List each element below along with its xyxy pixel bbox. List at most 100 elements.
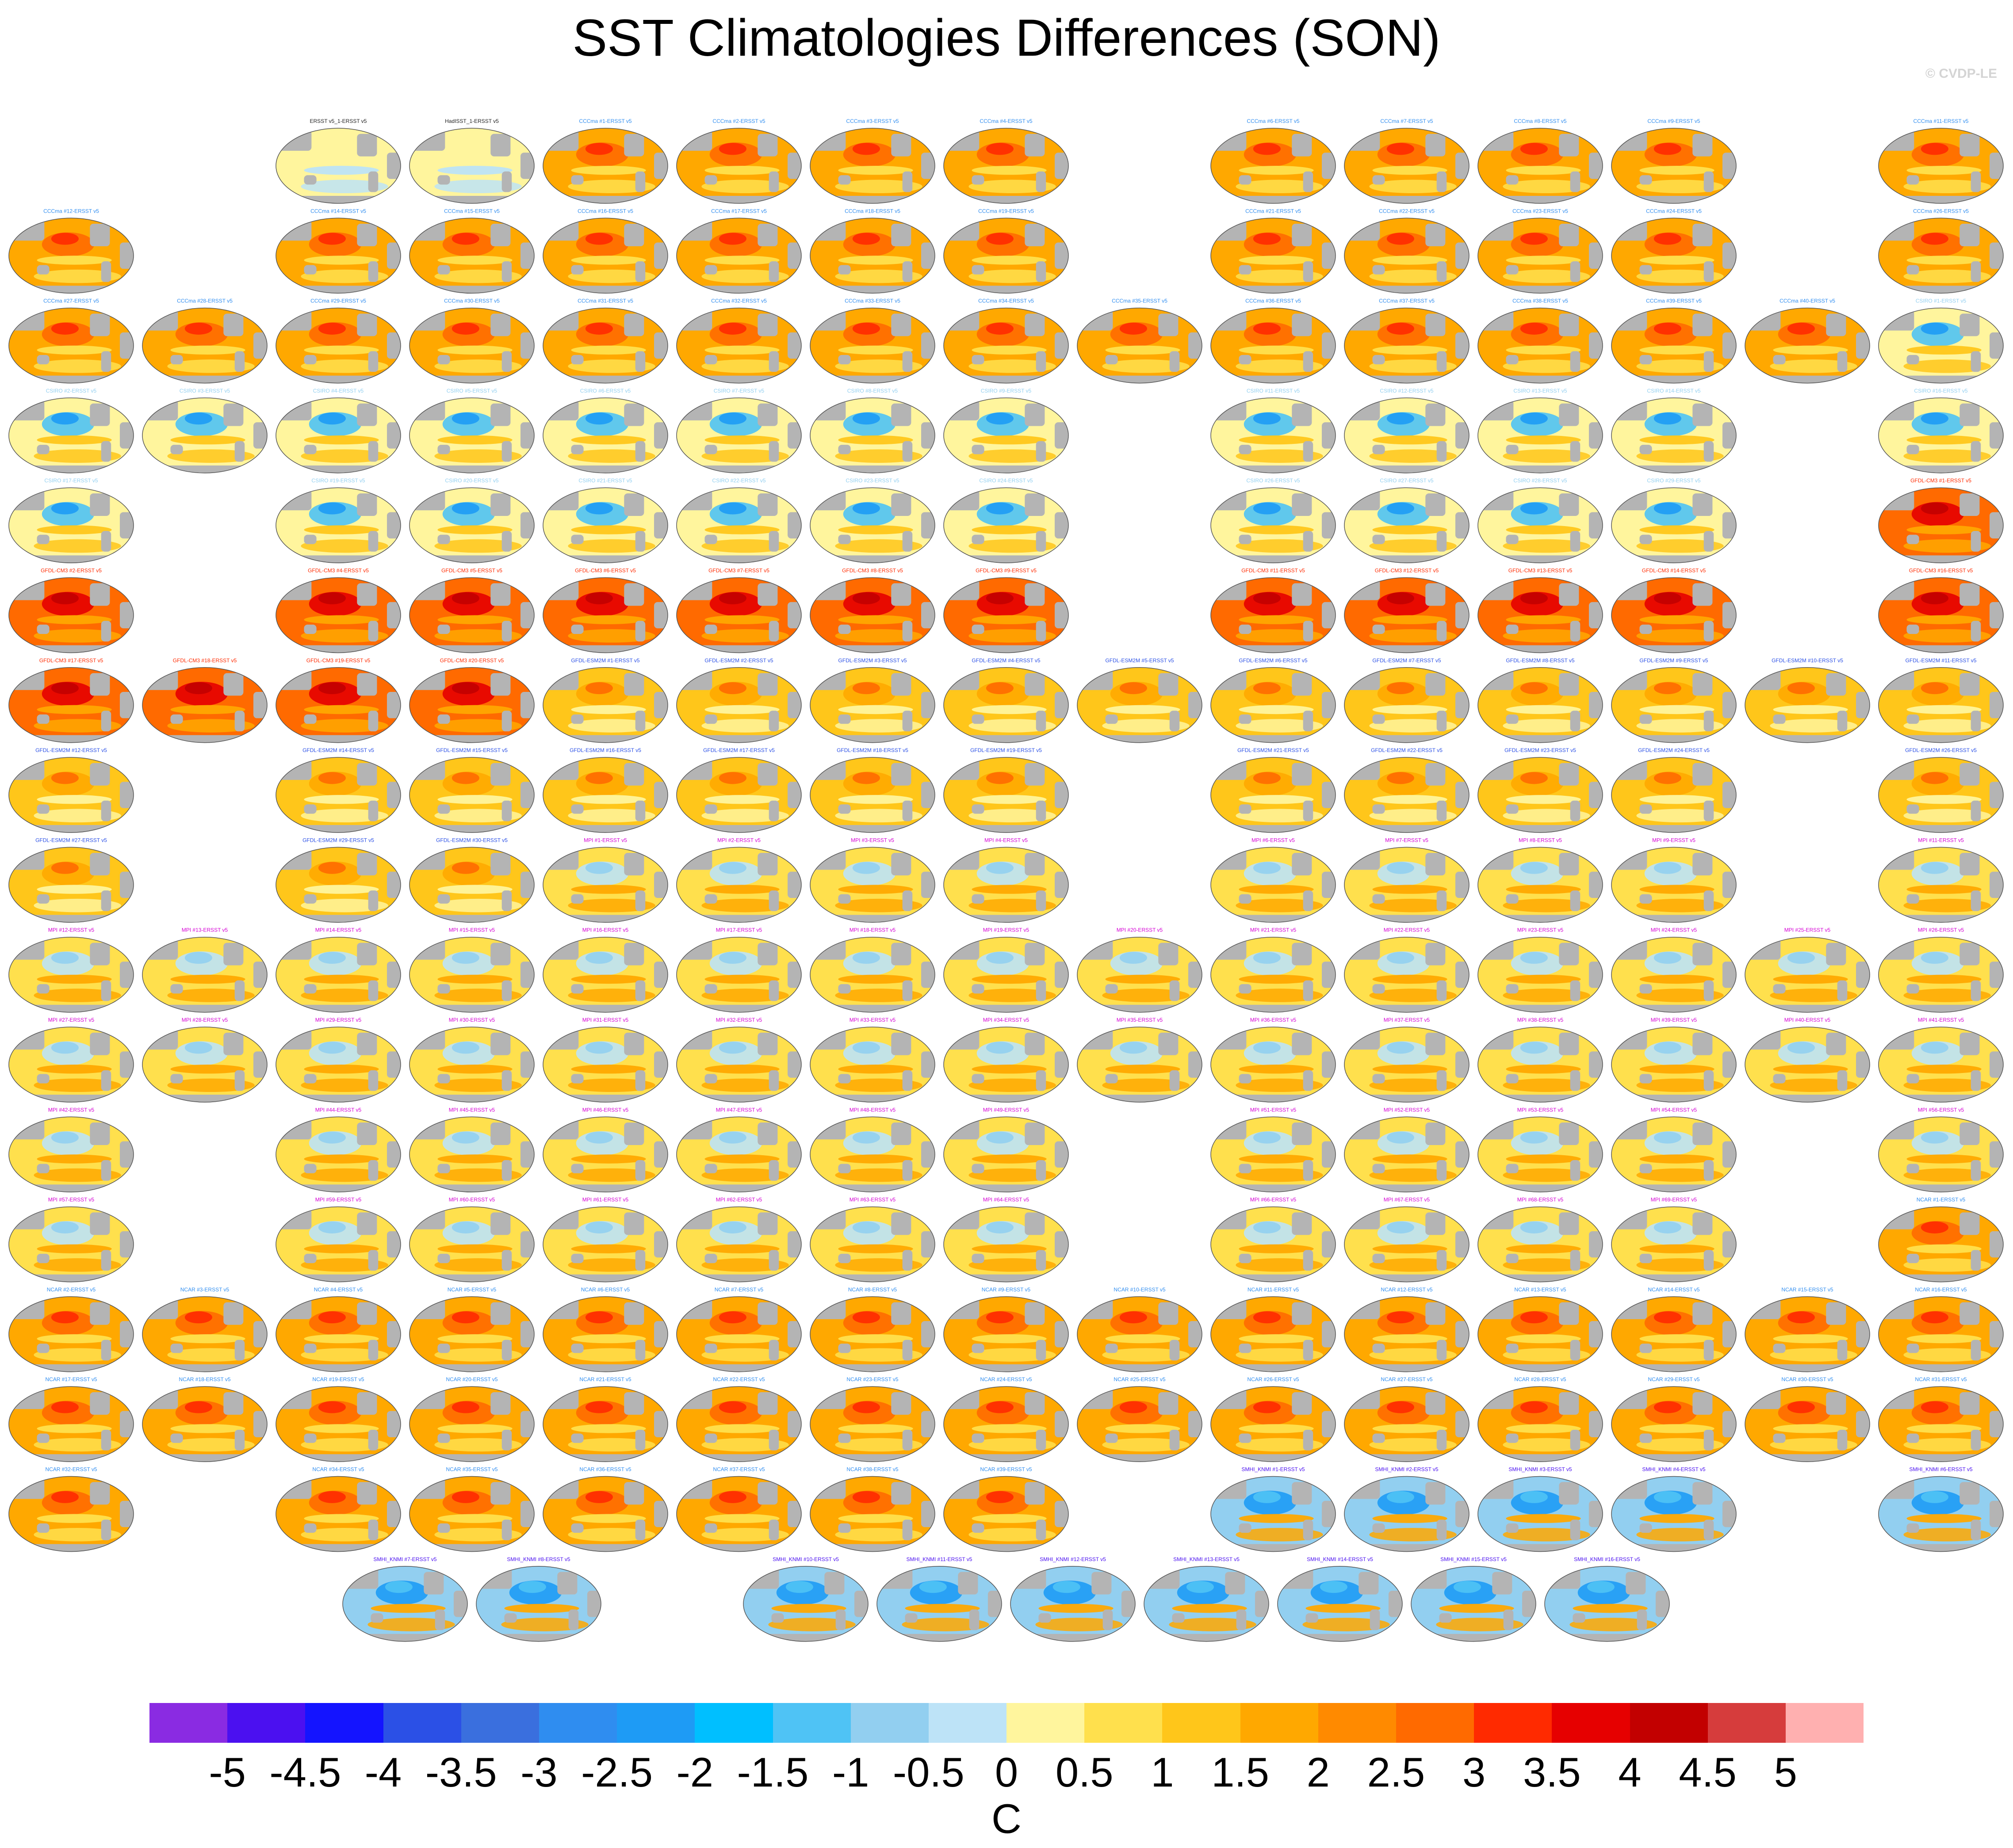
panel-label: CCCma #37-ERSST v5 <box>1379 298 1435 304</box>
landmass <box>838 714 851 724</box>
panel-label: GFDL-ESM2M #16-ERSST v5 <box>570 747 641 753</box>
landmass <box>758 1123 778 1145</box>
colorbar-bin <box>695 1703 773 1743</box>
anomaly-region <box>1372 974 1447 984</box>
landmass <box>1425 1392 1446 1415</box>
map-outline <box>743 1566 869 1642</box>
anomaly-region <box>1903 1438 1991 1452</box>
map-outline <box>676 1386 802 1462</box>
anomaly-region <box>1372 1334 1447 1344</box>
map-outline <box>276 936 401 1013</box>
colorbar-bin <box>617 1703 695 1743</box>
anomaly-region <box>437 1334 513 1344</box>
map-outline <box>943 1116 1069 1193</box>
landmass <box>1722 1501 1736 1527</box>
panel-label: MPI #46-ERSST v5 <box>582 1107 629 1113</box>
landmass <box>1036 890 1046 911</box>
landmass <box>1025 853 1045 876</box>
map-panel: GFDL-CM3 #11-ERSST v5 <box>1210 568 1336 653</box>
landmass <box>1158 673 1179 696</box>
landmass <box>409 286 534 294</box>
landmass <box>624 1302 644 1325</box>
landmass <box>1703 531 1714 552</box>
map-outline <box>409 218 535 294</box>
colorbar-tick-label: 3 <box>1462 1749 1486 1795</box>
panel-label: GFDL-CM3 #2-ERSST v5 <box>41 568 102 574</box>
landmass <box>1436 980 1447 1001</box>
anomaly-region <box>986 951 1014 964</box>
panel-label: MPI #23-ERSST v5 <box>1517 927 1564 933</box>
panel-label: CSIRO #1-ERSST v5 <box>1916 298 1967 304</box>
landmass <box>387 1321 401 1348</box>
colorbar-tick-label: -4 <box>364 1749 402 1795</box>
landmass <box>543 1274 668 1282</box>
landmass <box>1344 196 1469 203</box>
landmass <box>1478 1454 1603 1462</box>
map-panel: NCAR #36-ERSST v5 <box>543 1466 668 1552</box>
landmass <box>37 1523 50 1533</box>
landmass <box>9 825 134 833</box>
colorbar-tick-label: 0 <box>995 1749 1018 1795</box>
anomaly-region <box>1506 974 1581 984</box>
landmass <box>1971 890 1981 911</box>
map-panel: NCAR #27-ERSST v5 <box>1344 1376 1470 1462</box>
panel-label: CCCma #34-ERSST v5 <box>978 298 1034 304</box>
landmass <box>1971 1070 1981 1091</box>
anomaly-region <box>571 1334 646 1344</box>
landmass <box>810 1544 935 1552</box>
landmass <box>1292 1123 1312 1145</box>
anomaly-region <box>1236 1348 1323 1362</box>
panel-label: GFDL-ESM2M #3-ERSST v5 <box>838 657 907 664</box>
landmass <box>543 915 668 923</box>
landmass <box>1372 1344 1385 1353</box>
landmass <box>1989 871 2003 898</box>
landmass <box>571 1253 584 1264</box>
map-panel: GFDL-CM3 #6-ERSST v5 <box>543 568 668 653</box>
landmass <box>368 1340 379 1361</box>
anomaly-region <box>835 269 922 283</box>
anomaly-region <box>1653 862 1681 874</box>
anomaly-region <box>318 322 346 335</box>
map-panel: CSIRO #13-ERSST v5 <box>1477 388 1603 473</box>
landmass <box>520 602 534 629</box>
landmass <box>1372 984 1385 994</box>
map-outline <box>1477 1116 1603 1193</box>
anomaly-region <box>1506 615 1581 624</box>
anomaly-region <box>585 1491 613 1503</box>
landmass <box>437 175 450 185</box>
anomaly-region <box>704 256 780 265</box>
landmass <box>368 800 379 821</box>
anomaly-region <box>167 1348 255 1362</box>
landmass <box>635 441 646 462</box>
panel-label: NCAR #35-ERSST v5 <box>446 1466 498 1473</box>
panel-label: NCAR #27-ERSST v5 <box>1381 1376 1432 1382</box>
map-panel: MPI #66-ERSST v5 <box>1210 1197 1336 1283</box>
map-panel: GFDL-ESM2M #14-ERSST v5 <box>276 747 401 833</box>
anomaly-region <box>301 1438 388 1452</box>
landmass <box>357 1482 377 1505</box>
map-panel: CSIRO #11-ERSST v5 <box>1210 388 1336 473</box>
panel-label: NCAR #25-ERSST v5 <box>1114 1376 1165 1382</box>
anomaly-region <box>1369 1348 1457 1362</box>
landmass <box>891 943 911 966</box>
landmass <box>1036 980 1046 1001</box>
landmass <box>357 1212 377 1235</box>
anomaly-region <box>434 1438 522 1452</box>
landmass <box>654 512 668 538</box>
panel-label: MPI #3-ERSST v5 <box>851 837 894 843</box>
map-outline <box>276 128 401 204</box>
landmass <box>1722 602 1736 629</box>
landmass <box>1506 1253 1519 1264</box>
map-panel: NCAR #11-ERSST v5 <box>1210 1287 1336 1372</box>
landmass <box>1077 1454 1202 1462</box>
landmass <box>891 1123 911 1145</box>
anomaly-region <box>835 809 922 823</box>
landmass <box>1826 1392 1846 1415</box>
landmass <box>1959 853 1980 876</box>
anomaly-region <box>301 359 388 373</box>
panel-label: MPI #21-ERSST v5 <box>1250 927 1297 933</box>
landmass <box>1239 1164 1251 1173</box>
anomaly-region <box>1372 885 1447 894</box>
anomaly-region <box>1239 885 1314 894</box>
